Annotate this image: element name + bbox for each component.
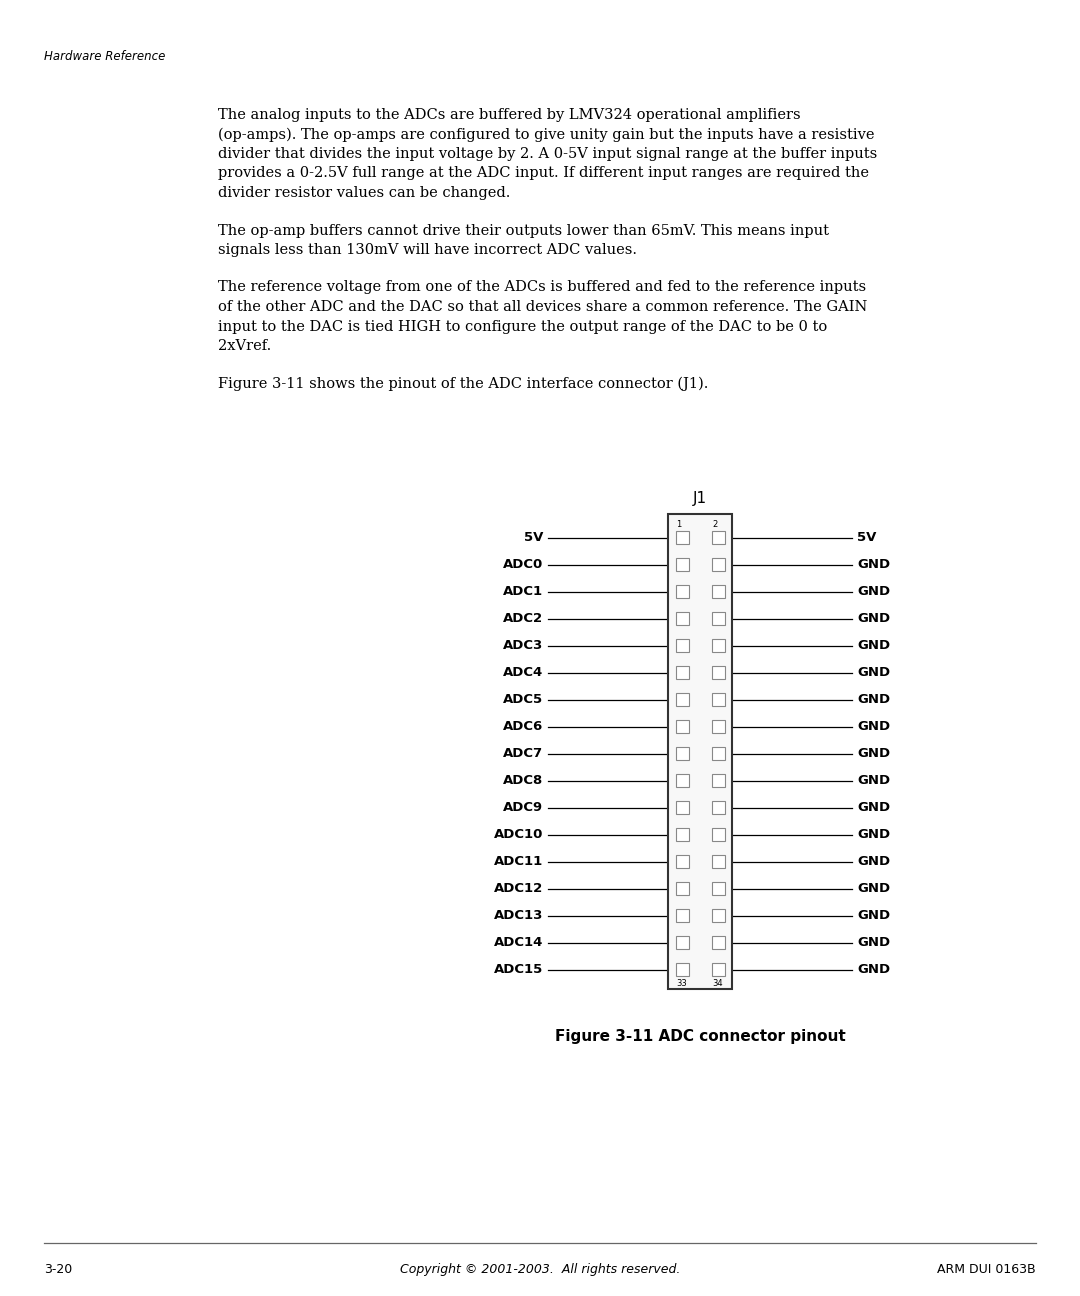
- Text: ADC11: ADC11: [494, 855, 543, 868]
- Text: GND: GND: [858, 639, 890, 652]
- Text: 33: 33: [676, 978, 687, 988]
- Bar: [712, 855, 725, 868]
- Text: of the other ADC and the DAC so that all devices share a common reference. The G: of the other ADC and the DAC so that all…: [218, 299, 867, 314]
- Bar: [712, 559, 725, 572]
- Text: 5V: 5V: [524, 531, 543, 544]
- Bar: [712, 721, 725, 734]
- Text: GND: GND: [858, 584, 890, 597]
- Text: input to the DAC is tied HIGH to configure the output range of the DAC to be 0 t: input to the DAC is tied HIGH to configu…: [218, 320, 827, 333]
- Bar: [675, 612, 689, 625]
- Text: GND: GND: [858, 855, 890, 868]
- Text: (op-amps). The op-amps are configured to give unity gain but the inputs have a r: (op-amps). The op-amps are configured to…: [218, 127, 875, 141]
- Text: GND: GND: [858, 666, 890, 679]
- Text: ADC15: ADC15: [494, 963, 543, 976]
- Text: GND: GND: [858, 908, 890, 921]
- Bar: [675, 693, 689, 706]
- Bar: [712, 584, 725, 597]
- Bar: [712, 828, 725, 841]
- Text: 3-20: 3-20: [44, 1264, 72, 1277]
- Text: 2xVref.: 2xVref.: [218, 340, 271, 353]
- Text: GND: GND: [858, 693, 890, 706]
- Text: divider that divides the input voltage by 2. A 0-5V input signal range at the bu: divider that divides the input voltage b…: [218, 146, 877, 161]
- Text: 1: 1: [676, 520, 681, 529]
- Bar: [712, 746, 725, 759]
- Text: Figure 3-11 shows the pinout of the ADC interface connector (J1).: Figure 3-11 shows the pinout of the ADC …: [218, 377, 708, 391]
- Text: ADC0: ADC0: [503, 559, 543, 572]
- Text: GND: GND: [858, 828, 890, 841]
- Text: The reference voltage from one of the ADCs is buffered and fed to the reference : The reference voltage from one of the AD…: [218, 280, 866, 294]
- Text: GND: GND: [858, 774, 890, 787]
- Text: ADC14: ADC14: [494, 936, 543, 949]
- Bar: [675, 963, 689, 976]
- Text: ADC10: ADC10: [494, 828, 543, 841]
- Bar: [675, 936, 689, 949]
- Bar: [712, 801, 725, 814]
- Text: The analog inputs to the ADCs are buffered by LMV324 operational amplifiers: The analog inputs to the ADCs are buffer…: [218, 108, 800, 122]
- Bar: [712, 612, 725, 625]
- Bar: [712, 908, 725, 921]
- Text: GND: GND: [858, 963, 890, 976]
- Text: ARM DUI 0163B: ARM DUI 0163B: [937, 1264, 1036, 1277]
- Text: ADC12: ADC12: [494, 883, 543, 896]
- Bar: [675, 559, 689, 572]
- Text: ADC6: ADC6: [503, 721, 543, 734]
- Text: J1: J1: [693, 491, 707, 505]
- Text: GND: GND: [858, 936, 890, 949]
- Text: 2: 2: [713, 520, 718, 529]
- Bar: [712, 666, 725, 679]
- Text: ADC2: ADC2: [503, 612, 543, 625]
- Text: ADC9: ADC9: [503, 801, 543, 814]
- Bar: [675, 908, 689, 921]
- Bar: [712, 693, 725, 706]
- Bar: [712, 531, 725, 544]
- Bar: [675, 855, 689, 868]
- Text: 34: 34: [713, 978, 724, 988]
- Bar: [675, 666, 689, 679]
- Text: divider resistor values can be changed.: divider resistor values can be changed.: [218, 187, 511, 200]
- Text: 5V: 5V: [858, 531, 876, 544]
- Bar: [712, 639, 725, 652]
- Text: ADC8: ADC8: [503, 774, 543, 787]
- Text: Copyright © 2001-2003.  All rights reserved.: Copyright © 2001-2003. All rights reserv…: [400, 1264, 680, 1277]
- Bar: [712, 883, 725, 896]
- Bar: [712, 936, 725, 949]
- Bar: [675, 531, 689, 544]
- Text: ADC7: ADC7: [503, 746, 543, 759]
- Bar: [675, 584, 689, 597]
- Bar: [675, 801, 689, 814]
- Bar: [675, 721, 689, 734]
- Text: provides a 0-2.5V full range at the ADC input. If different input ranges are req: provides a 0-2.5V full range at the ADC …: [218, 166, 869, 180]
- Text: GND: GND: [858, 801, 890, 814]
- Text: Hardware Reference: Hardware Reference: [44, 51, 165, 64]
- Text: GND: GND: [858, 721, 890, 734]
- Bar: [712, 774, 725, 787]
- Text: ADC13: ADC13: [494, 908, 543, 921]
- Text: GND: GND: [858, 746, 890, 759]
- Text: GND: GND: [858, 612, 890, 625]
- Bar: [675, 883, 689, 896]
- Bar: [712, 963, 725, 976]
- Text: Figure 3-11 ADC connector pinout: Figure 3-11 ADC connector pinout: [555, 1029, 846, 1045]
- Text: ADC1: ADC1: [503, 584, 543, 597]
- Bar: [675, 774, 689, 787]
- Text: GND: GND: [858, 883, 890, 896]
- Text: ADC4: ADC4: [503, 666, 543, 679]
- Text: ADC3: ADC3: [503, 639, 543, 652]
- Bar: [675, 828, 689, 841]
- Bar: [675, 746, 689, 759]
- Text: GND: GND: [858, 559, 890, 572]
- Text: ADC5: ADC5: [503, 693, 543, 706]
- Bar: [675, 639, 689, 652]
- Text: signals less than 130mV will have incorrect ADC values.: signals less than 130mV will have incorr…: [218, 244, 637, 257]
- Bar: [669, 515, 732, 989]
- Text: The op-amp buffers cannot drive their outputs lower than 65mV. This means input: The op-amp buffers cannot drive their ou…: [218, 223, 829, 237]
